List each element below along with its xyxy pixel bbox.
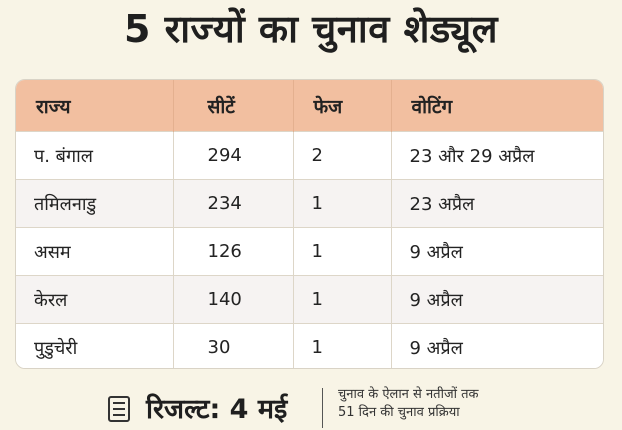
cell-seats: 30 bbox=[172, 323, 293, 368]
cell-voting: 23 अप्रैल bbox=[390, 179, 603, 228]
footer-divider bbox=[322, 388, 323, 428]
list-icon bbox=[108, 396, 130, 422]
header-seats: सीटें bbox=[172, 80, 293, 132]
table-row: केरल 140 1 9 अप्रैल bbox=[16, 275, 603, 324]
footer-note-line-1: चुनाव के ऐलान से नतीजों तक bbox=[338, 387, 479, 402]
cell-phase: 1 bbox=[292, 227, 391, 276]
footer-note-line-2: 51 दिन की चुनाव प्रक्रिया bbox=[338, 405, 460, 420]
cell-seats: 234 bbox=[172, 179, 293, 228]
table-row: प. बंगाल 294 2 23 और 29 अप्रैल bbox=[16, 131, 603, 180]
footer-note: चुनाव के ऐलान से नतीजों तक 51 दिन की चुन… bbox=[338, 386, 478, 422]
cell-seats: 126 bbox=[172, 227, 293, 276]
cell-phase: 1 bbox=[292, 323, 391, 368]
cell-voting: 9 अप्रैल bbox=[390, 275, 603, 324]
cell-state: तमिलनाडु bbox=[16, 179, 173, 228]
table-row: असम 126 1 9 अप्रैल bbox=[16, 227, 603, 276]
cell-phase: 2 bbox=[292, 131, 391, 180]
cell-seats: 294 bbox=[172, 131, 293, 180]
result-date: रिजल्ट: 4 मई bbox=[146, 394, 288, 425]
cell-seats: 140 bbox=[172, 275, 293, 324]
header-state: राज्य bbox=[16, 80, 173, 132]
header-phase: फेज bbox=[292, 80, 391, 132]
header-voting: वोटिंग bbox=[390, 80, 603, 132]
cell-state: केरल bbox=[16, 275, 173, 324]
cell-state: असम bbox=[16, 227, 173, 276]
cell-voting: 9 अप्रैल bbox=[390, 227, 603, 276]
cell-phase: 1 bbox=[292, 275, 391, 324]
cell-phase: 1 bbox=[292, 179, 391, 228]
cell-state: पुडुचेरी bbox=[16, 323, 173, 368]
table-row: पुडुचेरी 30 1 9 अप्रैल bbox=[16, 323, 603, 368]
cell-voting: 23 और 29 अप्रैल bbox=[390, 131, 603, 180]
cell-voting: 9 अप्रैल bbox=[390, 323, 603, 368]
cell-state: प. बंगाल bbox=[16, 131, 173, 180]
table-row: तमिलनाडु 234 1 23 अप्रैल bbox=[16, 179, 603, 228]
footer: रिजल्ट: 4 मई चुनाव के ऐलान से नतीजों तक … bbox=[0, 382, 622, 428]
table-header-row: राज्य सीटें फेज वोटिंग bbox=[16, 80, 603, 132]
schedule-table: राज्य सीटें फेज वोटिंग प. बंगाल 294 2 23… bbox=[15, 79, 604, 369]
page-title: 5 राज्यों का चुनाव शेड्यूल bbox=[124, 7, 498, 51]
